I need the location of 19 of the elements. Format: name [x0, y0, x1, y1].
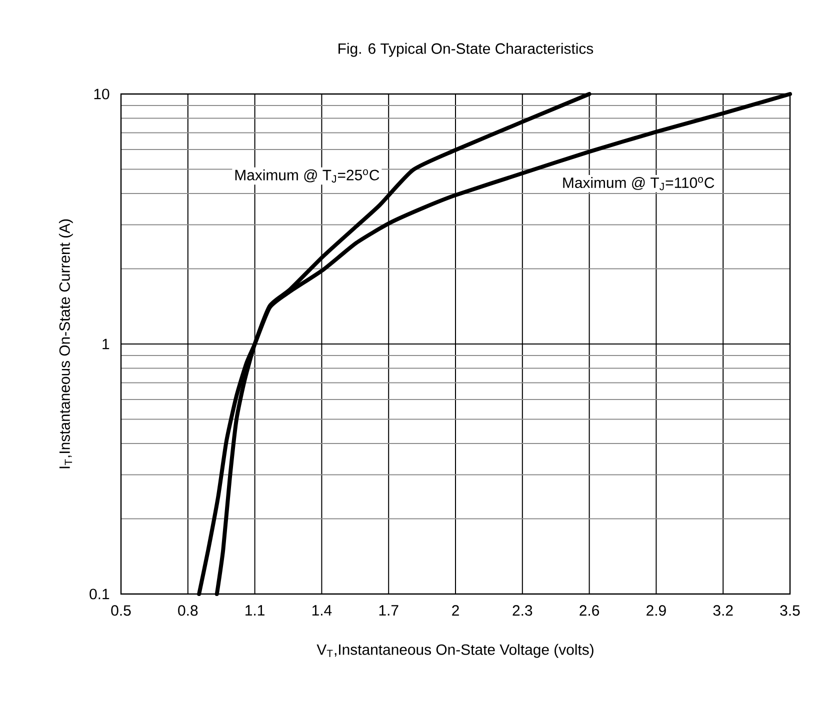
- y-tick-label: 1: [102, 338, 110, 350]
- x-tick-label: 3.5: [780, 605, 800, 616]
- x-tick-label: 0.5: [111, 605, 131, 616]
- x-tick-label: 0.8: [178, 605, 198, 616]
- series-label: Maximum @ T$_{J}$=110$^{o}$C: [563, 177, 714, 190]
- series-label: Maximum @ T$_{J}$=25$^{o}$C: [235, 169, 380, 183]
- x-tick-label: 2.3: [512, 605, 532, 616]
- x-tick-label: 2.9: [646, 605, 666, 616]
- x-tick-label: 3.2: [713, 605, 733, 616]
- x-axis-title: V$_{T}$,Instantaneous On-State Voltage (volts): [316, 644, 594, 658]
- x-tick-label: 1.4: [312, 605, 332, 616]
- x-tick-label: 2: [452, 605, 459, 616]
- y-tick-label: 0.1: [90, 588, 110, 600]
- y-tick-label: 10: [94, 88, 110, 100]
- x-tick-label: 1.7: [379, 605, 398, 616]
- chart-title: Fig. 6 Typical On-State Characteristics: [338, 42, 594, 57]
- x-tick-label: 1.1: [246, 605, 264, 616]
- x-tick-label: 2.6: [580, 605, 600, 616]
- y-axis-title: I$_{T}$,Instantaneous On-State Current (A): [58, 219, 73, 468]
